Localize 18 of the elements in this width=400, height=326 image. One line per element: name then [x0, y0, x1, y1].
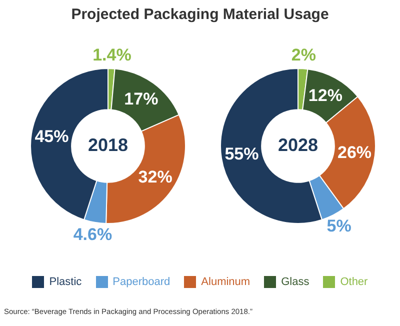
legend-label: Glass	[281, 276, 310, 288]
legend-label: Aluminum	[201, 276, 250, 288]
slice-label: 2018	[88, 134, 128, 155]
chart-title: Projected Packaging Material Usage	[70, 6, 330, 23]
legend-label: Plastic	[49, 276, 82, 288]
slice-label: 2028	[278, 134, 318, 155]
data-label: 26%	[338, 142, 372, 162]
data-label: 2%	[291, 45, 316, 64]
legend-label: Paperboard	[112, 276, 170, 288]
data-label: 55%	[224, 144, 259, 164]
data-label: 45%	[34, 126, 69, 146]
data-label: 5%	[326, 216, 352, 236]
data-label: 4.6%	[73, 224, 112, 244]
data-label: 17%	[124, 89, 158, 108]
data-label: 12%	[308, 86, 342, 105]
legend-label: Other	[340, 276, 368, 288]
data-label: 32%	[138, 167, 172, 186]
data-label: 1.4%	[92, 45, 132, 64]
